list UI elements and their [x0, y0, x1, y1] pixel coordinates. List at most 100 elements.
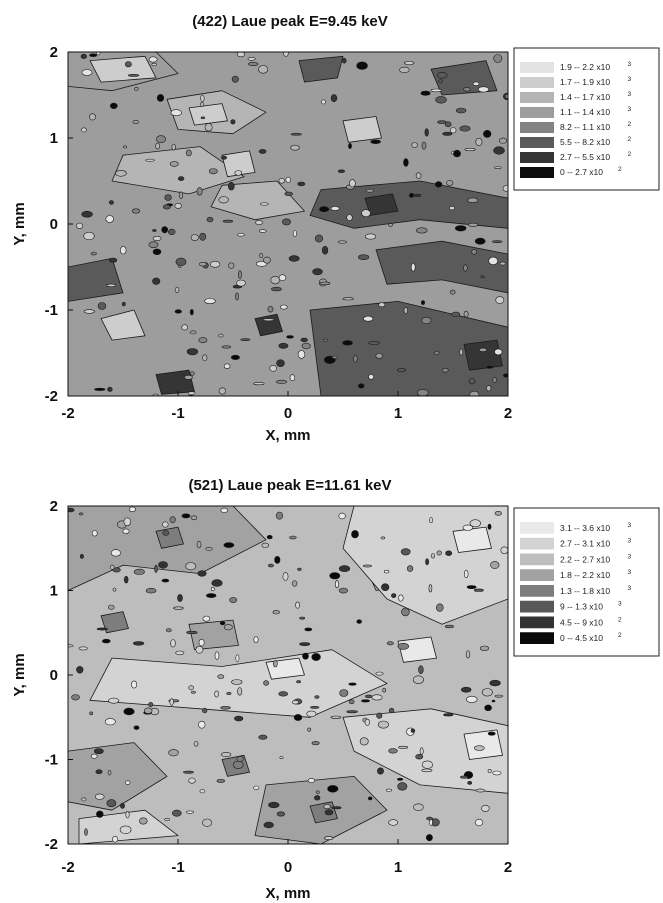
contour-speck	[237, 687, 243, 696]
contour-speck	[331, 355, 338, 359]
contour-speck	[169, 698, 174, 706]
contour-speck	[479, 645, 490, 651]
legend-exponent: 3	[628, 522, 632, 529]
contour-speck	[144, 707, 153, 714]
contour-speck	[258, 65, 269, 74]
x-axis-label: X, mm	[265, 885, 310, 902]
contour-speck	[279, 756, 284, 759]
contour-region	[111, 146, 245, 195]
contour-speck	[278, 274, 287, 282]
contour-speck	[220, 507, 229, 514]
contour-speck	[83, 309, 95, 314]
contour-speck	[89, 113, 96, 121]
contour-speck	[388, 819, 399, 826]
contour-speck	[444, 121, 452, 127]
contour-speck	[230, 119, 236, 125]
contour-speck	[258, 229, 267, 233]
contour-speck	[498, 137, 507, 144]
contour-speck	[165, 628, 172, 633]
legend-exponent: 3	[628, 538, 632, 545]
contour-speck	[311, 653, 321, 661]
contour-speck	[121, 301, 126, 307]
contour-speck	[376, 712, 383, 719]
contour-speck	[128, 506, 136, 512]
contour-speck	[169, 161, 179, 167]
legend-swatch	[520, 152, 554, 163]
contour-speck	[499, 261, 506, 266]
y-axis-label: Y, mm	[11, 653, 28, 696]
contour-speck	[480, 275, 485, 279]
contour-speck	[488, 256, 499, 266]
contour-region	[397, 636, 437, 663]
contour-speck	[229, 597, 238, 603]
x-tick-label: 2	[504, 859, 512, 876]
contour-speck	[437, 120, 447, 124]
y-axis-label: Y, mm	[11, 202, 28, 245]
contour-speck	[237, 270, 242, 280]
contour-speck	[228, 182, 235, 191]
contour-speck	[218, 196, 229, 204]
contour-speck	[415, 172, 422, 179]
contour-speck	[123, 575, 129, 584]
contour-region	[309, 180, 508, 229]
contour-speck	[314, 795, 321, 801]
contour-speck	[299, 642, 311, 647]
contour-speck	[195, 645, 204, 654]
contour-speck	[174, 309, 182, 314]
contour-speck	[127, 74, 140, 77]
contour-speck	[197, 570, 207, 577]
contour-speck	[281, 218, 291, 226]
contour-speck	[282, 572, 289, 581]
contour-speck	[413, 803, 424, 811]
contour-speck	[502, 185, 508, 192]
contour-speck	[148, 241, 159, 248]
contour-speck	[235, 292, 240, 301]
contour-speck	[418, 665, 424, 674]
contour-speck	[185, 562, 197, 571]
contour-speck	[188, 685, 195, 691]
legend-exponent: 3	[628, 585, 632, 592]
contour-speck	[152, 248, 162, 256]
contour-speck	[206, 593, 217, 598]
legend-swatch	[520, 585, 554, 597]
contour-speck	[76, 222, 84, 229]
contour-speck	[330, 206, 340, 211]
contour-speck	[196, 540, 202, 549]
contour-speck	[365, 694, 373, 698]
contour-speck	[464, 569, 469, 578]
contour-speck	[494, 694, 504, 698]
contour-speck	[263, 821, 274, 829]
contour-region	[309, 801, 338, 824]
legend-swatch	[520, 62, 554, 73]
contour-speck	[388, 748, 398, 754]
contour-speck	[259, 202, 269, 206]
contour-speck	[169, 516, 176, 524]
contour-speck	[102, 638, 111, 644]
contour-speck	[134, 87, 139, 91]
contour-speck	[435, 96, 447, 104]
contour-speck	[300, 337, 308, 343]
contour-speck	[258, 734, 268, 740]
contour-speck	[120, 802, 125, 809]
contour-speck	[145, 588, 157, 594]
contour-chart-svg: (521) Laue peak E=11.61 keV -2 -1 0 1 2 -2 -1…	[11, 477, 660, 902]
contour-speck	[81, 69, 93, 76]
contour-speck	[375, 671, 384, 676]
contour-speck	[218, 387, 227, 395]
contour-speck	[235, 654, 240, 662]
contour-speck	[375, 353, 383, 359]
contour-speck	[446, 179, 454, 186]
contour-speck	[253, 382, 265, 386]
contour-speck	[436, 550, 442, 556]
contour-speck	[198, 720, 206, 729]
contour-speck	[469, 390, 480, 396]
x-tick-label: 2	[504, 405, 512, 422]
contour-region	[188, 103, 228, 126]
contour-speck	[131, 680, 138, 689]
contour-speck	[89, 53, 98, 57]
contour-speck	[297, 350, 306, 359]
contour-speck	[368, 374, 374, 380]
y-axis-ticks: -2 -1 0 1 2	[45, 44, 73, 405]
contour-speck	[106, 799, 117, 808]
contour-speck	[493, 54, 503, 63]
